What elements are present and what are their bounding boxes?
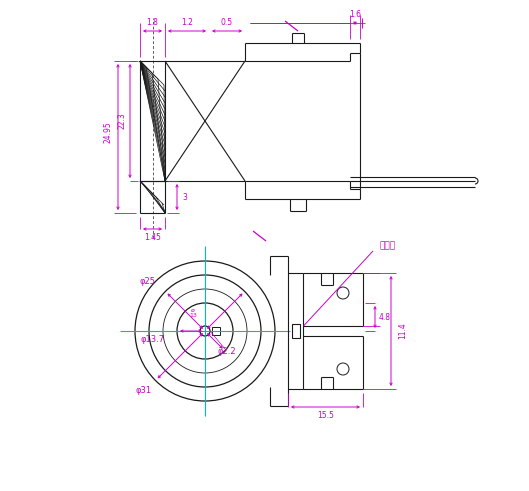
Text: φ13.7: φ13.7 [141,334,165,344]
Text: φ2.2: φ2.2 [218,347,236,355]
Text: 二极管: 二极管 [380,242,396,250]
Text: 15.5: 15.5 [317,411,334,420]
Text: 24.95: 24.95 [104,121,113,143]
Text: 4.8: 4.8 [379,312,391,322]
Text: 1.6: 1.6 [349,9,361,19]
Text: ø
13: ø 13 [189,307,197,318]
Text: 1.45: 1.45 [144,233,161,242]
Text: φ25: φ25 [140,277,156,286]
Text: 22.3: 22.3 [117,112,126,129]
Text: 0.5: 0.5 [221,18,233,27]
Text: 1.8: 1.8 [147,18,159,27]
Bar [291,324,299,338]
Text: 1.2: 1.2 [181,18,193,27]
Text: 3: 3 [183,192,187,201]
Bar [212,327,220,335]
Text: φ31: φ31 [135,386,152,395]
Text: 11.4: 11.4 [398,323,407,339]
